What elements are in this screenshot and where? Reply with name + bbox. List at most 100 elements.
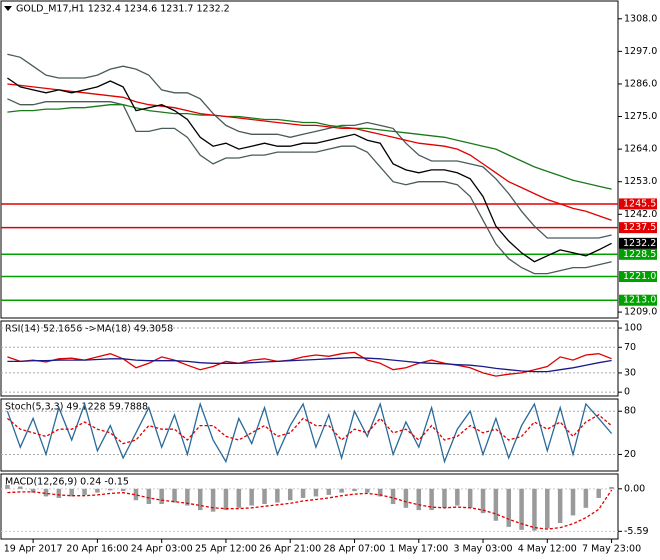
histogram-bar (236, 488, 242, 508)
histogram-bar (532, 488, 537, 531)
y-tick-label: 0 (624, 387, 630, 398)
level-tag (619, 248, 657, 260)
histogram-bar (223, 488, 229, 511)
panel-frame (0, 0, 619, 319)
y-tick-label: 70 (624, 342, 636, 353)
histogram-bar (197, 488, 203, 511)
y-tick-label: 80 (624, 406, 636, 417)
histogram-bar (557, 488, 563, 524)
histogram-bar (185, 488, 190, 506)
histogram-bar (429, 488, 434, 511)
histogram-bar (95, 488, 100, 493)
histogram-bar (467, 488, 473, 508)
histogram-bar (262, 488, 267, 505)
level-label: 1237.5 (623, 222, 656, 233)
histogram-bar (390, 488, 396, 505)
menu-arrow[interactable] (4, 6, 12, 11)
last-price-label: 1232.2 (623, 238, 656, 249)
histogram-bar (275, 488, 280, 503)
histogram-bar (545, 488, 550, 529)
histogram-bar (352, 488, 357, 492)
x-tick-label: 19 Apr 2017 (4, 544, 63, 555)
histogram-bar (249, 488, 254, 506)
series-line (7, 53, 612, 239)
series-line (7, 351, 612, 377)
histogram-bar (377, 488, 383, 497)
level-tag (619, 271, 657, 283)
histogram-bar (133, 488, 139, 501)
histogram-bar (43, 488, 49, 497)
level-label: 1213.0 (623, 295, 656, 306)
level-tag (619, 294, 657, 306)
histogram-bar (339, 488, 344, 493)
x-tick-label: 3 May 03:00 (453, 544, 512, 555)
histogram-bar (519, 488, 524, 530)
histogram-bar (18, 486, 23, 489)
series-line (6, 414, 613, 445)
y-tick-label: 1308.0 (624, 13, 657, 24)
histogram-bar (480, 488, 486, 514)
histogram-bar (442, 488, 447, 508)
y-tick-label: 1242.0 (624, 209, 657, 220)
y-tick-label: 1209.0 (624, 307, 657, 318)
series-line (7, 83, 612, 221)
histogram-bar (287, 488, 293, 501)
histogram-bar (403, 488, 409, 508)
histogram-bar (326, 488, 332, 495)
histogram-bar (120, 488, 126, 492)
x-tick-label: 1 May 17:00 (389, 544, 448, 555)
histogram-bar (5, 485, 10, 489)
series-line (7, 489, 613, 530)
x-tick-label: 24 Apr 03:00 (131, 544, 193, 555)
series-line (6, 401, 613, 464)
histogram-bar (146, 488, 152, 505)
y-tick-label: 100 (624, 323, 642, 334)
panel-frame (0, 473, 619, 540)
y-tick-label: 1297.0 (624, 46, 657, 57)
histogram-bar (69, 488, 74, 497)
y-tick-label: 1264.0 (624, 144, 657, 155)
histogram-bar (596, 488, 601, 498)
histogram-bar (210, 488, 216, 512)
x-tick-label: 28 Apr 07:00 (324, 544, 386, 555)
panel-title: MACD(12,26,9) 0.24 -0.15 (5, 477, 129, 488)
histogram-bar (583, 488, 589, 508)
panel-title: RSI(14) 52.1656 ->MA(18) 49.3058 (5, 324, 173, 335)
y-tick-label: 30 (624, 367, 636, 378)
histogram-bar (82, 488, 87, 495)
panel-frame (0, 320, 619, 397)
x-tick-label: 20 Apr 16:00 (66, 544, 128, 555)
histogram-bar (493, 488, 499, 521)
x-tick-label: 26 Apr 21:00 (259, 544, 321, 555)
y-tick-label: 1275.0 (624, 111, 657, 122)
histogram-bar (506, 488, 511, 527)
x-tick-label: 7 May 23:00 (582, 544, 641, 555)
histogram-bar (172, 488, 177, 503)
series-line (7, 356, 612, 373)
series-line (7, 98, 612, 275)
histogram-bar (416, 488, 422, 511)
series-line (7, 104, 612, 190)
series-line (7, 77, 612, 263)
histogram-bar (455, 488, 460, 506)
histogram-bar (108, 488, 113, 491)
histogram-bar (570, 488, 576, 516)
panel-title: GOLD_M17,H1 1232.4 1234.6 1231.7 1232.2 (16, 4, 230, 15)
y-tick-label: 1286.0 (624, 78, 657, 89)
x-tick-label: 25 Apr 12:00 (195, 544, 257, 555)
y-tick-label: 0.00 (624, 483, 645, 494)
histogram-bar (365, 488, 370, 493)
y-tick-label: -5.59 (624, 526, 649, 537)
histogram-bar (313, 488, 319, 497)
x-tick-label: 4 May 12:00 (518, 544, 577, 555)
histogram-bar (159, 488, 164, 505)
level-tag (619, 222, 657, 234)
panel-frame (0, 398, 619, 472)
histogram-bar (56, 488, 62, 498)
level-label: 1228.5 (623, 249, 656, 260)
histogram-bar (300, 488, 306, 498)
level-tag (619, 198, 657, 210)
